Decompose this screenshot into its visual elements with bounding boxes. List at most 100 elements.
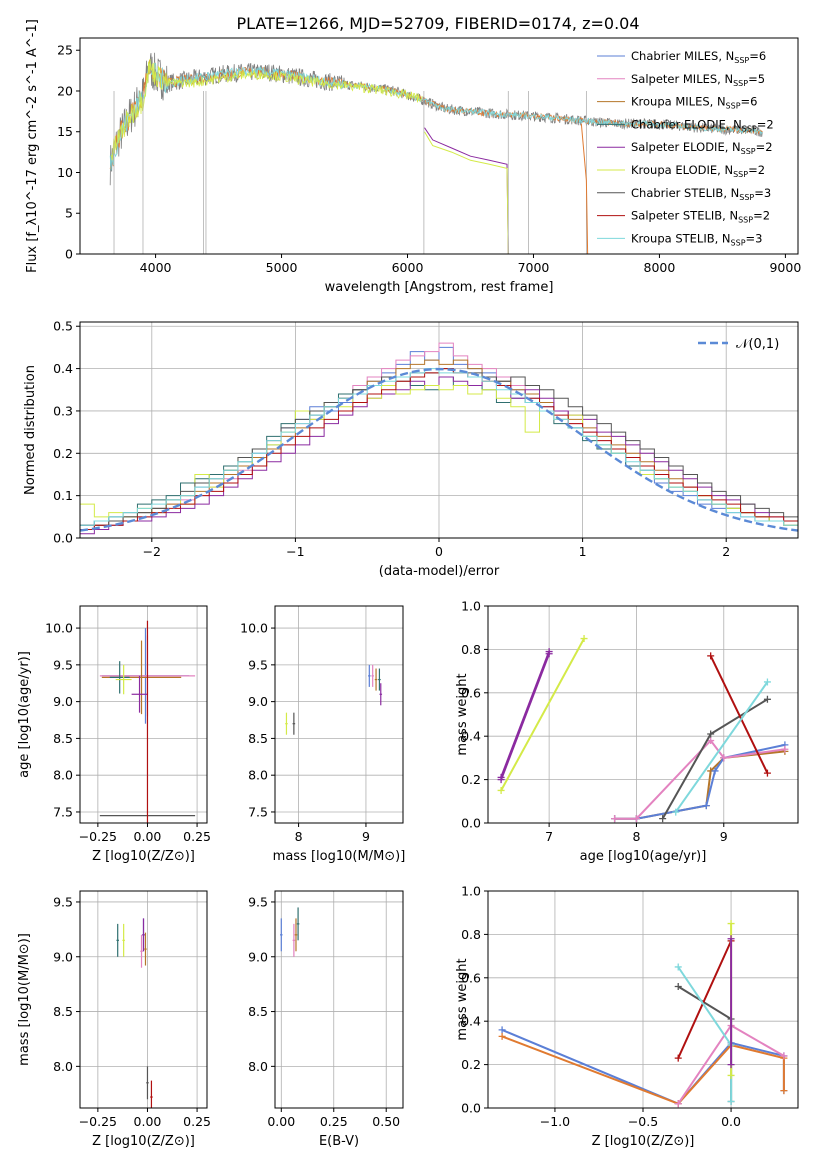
x-axis-label: mass [log10(M/M⊙)] bbox=[273, 849, 406, 864]
spectrum-line-elodie-red bbox=[424, 127, 509, 254]
x-tick-label: 9000 bbox=[769, 260, 801, 275]
x-axis-label: age [log10(age/yr)] bbox=[580, 849, 707, 864]
y-tick-label: 9.5 bbox=[248, 894, 268, 909]
x-tick-label: 4000 bbox=[140, 260, 172, 275]
y-tick-label: 0.8 bbox=[461, 927, 481, 942]
legend-entry: Kroupa STELIB, NSSP=3 bbox=[631, 231, 762, 247]
x-tick-label: −0.25 bbox=[79, 1114, 117, 1129]
x-tick-label: 1 bbox=[579, 544, 587, 559]
y-tick-label: 0.0 bbox=[53, 531, 73, 546]
x-tick-label: 0.25 bbox=[183, 829, 211, 844]
x-tick-label: 8 bbox=[632, 829, 640, 844]
y-tick-label: 0.4 bbox=[53, 361, 73, 376]
x-tick-label: −1 bbox=[286, 544, 304, 559]
data-point-marker bbox=[763, 769, 771, 777]
y-tick-label: 15 bbox=[57, 124, 73, 139]
panels: Chabrier MILES, NSSP=6 Salpeter MILES, NS… bbox=[17, 19, 801, 1149]
data-point-marker bbox=[659, 815, 667, 823]
legend-entry: Kroupa ELODIE, NSSP=2 bbox=[631, 163, 765, 179]
mass-weight-line bbox=[661, 698, 768, 820]
x-tick-label: 0.00 bbox=[134, 1114, 162, 1129]
data-point-marker bbox=[727, 1097, 735, 1105]
y-axis-label: Normed distribution bbox=[23, 365, 38, 495]
y-tick-label: 0.5 bbox=[53, 319, 73, 334]
x-tick-label: −1.0 bbox=[540, 1114, 570, 1129]
y-tick-label: 0.0 bbox=[461, 816, 481, 831]
y-axis-label: age [log10(age/yr)] bbox=[17, 651, 32, 778]
y-axis-label: mass weight bbox=[455, 958, 470, 1040]
y-tick-label: 9.0 bbox=[53, 949, 73, 964]
x-tick-label: 9 bbox=[720, 829, 728, 844]
y-tick-label: 20 bbox=[57, 83, 73, 98]
axes-frame bbox=[274, 605, 404, 824]
mass-weight-line bbox=[614, 750, 786, 820]
data-point-marker bbox=[498, 1026, 506, 1034]
x-tick-label: −0.5 bbox=[628, 1114, 658, 1129]
x-tick-label: 0.00 bbox=[267, 1114, 295, 1129]
y-tick-label: 8.0 bbox=[248, 1059, 268, 1074]
data-point-marker bbox=[727, 935, 735, 943]
legend-entry: Salpeter STELIB, NSSP=2 bbox=[631, 209, 770, 225]
data-point-marker bbox=[672, 808, 680, 816]
gaussian-curve bbox=[80, 367, 798, 532]
mass-weight-line bbox=[500, 653, 551, 780]
data-point-marker bbox=[763, 695, 771, 703]
legend-entry: Salpeter MILES, NSSP=5 bbox=[631, 72, 765, 88]
axes-frame bbox=[274, 890, 404, 1109]
plot-area bbox=[280, 907, 300, 957]
legend-entry: 𝒩(0,1) bbox=[736, 337, 779, 352]
data-point-marker bbox=[674, 1054, 682, 1062]
y-tick-label: 25 bbox=[57, 43, 73, 58]
data-point-marker bbox=[702, 802, 710, 810]
panel-spectrum: Chabrier MILES, NSSP=6 Salpeter MILES, NS… bbox=[25, 19, 801, 295]
data-point-marker bbox=[545, 650, 553, 658]
x-axis-label: Z [log10(Z/Z⊙)] bbox=[92, 1134, 195, 1149]
data-point-marker bbox=[707, 730, 715, 738]
data-point-marker bbox=[727, 920, 735, 928]
x-axis-label: (data-model)/error bbox=[379, 564, 500, 579]
y-tick-label: 1.0 bbox=[461, 884, 481, 899]
y-tick-label: 8.5 bbox=[248, 731, 268, 746]
x-tick-label: 0.25 bbox=[320, 1114, 348, 1129]
mass-weight-line bbox=[677, 985, 733, 1102]
y-tick-label: 0.8 bbox=[461, 642, 481, 657]
panel-residuals: 𝒩(0,1) −2 −1 0 1 2 0.0 0.1 0.2 0.3 0.4 0.5 (data-mod… bbox=[23, 319, 799, 579]
spectrum-line-elodie bbox=[111, 58, 423, 161]
panel-mass-vs-Z: −0.25 0.00 0.25 8.0 8.5 9.0 9.5 Z [log10(Z/Z⊙)]… bbox=[17, 890, 211, 1149]
y-tick-label: 9.5 bbox=[248, 657, 268, 672]
data-point-marker bbox=[780, 1087, 788, 1095]
x-tick-label: 0.50 bbox=[372, 1114, 400, 1129]
legend-entry: Chabrier STELIB, NSSP=3 bbox=[631, 186, 771, 202]
data-point-marker bbox=[707, 652, 715, 660]
spectrum-drop bbox=[580, 123, 589, 254]
spectrum-line bbox=[109, 60, 763, 171]
data-point-marker bbox=[780, 1052, 788, 1060]
data-point-marker bbox=[580, 635, 588, 643]
y-tick-label: 0.3 bbox=[53, 403, 73, 418]
spectrum-line-elodie-red bbox=[424, 131, 509, 254]
x-tick-label: 2 bbox=[722, 544, 730, 559]
legend-entry: Kroupa MILES, NSSP=6 bbox=[631, 95, 757, 111]
y-tick-label: 7.5 bbox=[248, 804, 268, 819]
y-axis-label: Flux [f_λ10^-17 erg cm^-2 s^-1 A^-1] bbox=[25, 19, 40, 273]
plot-area bbox=[99, 620, 196, 823]
y-tick-label: 0.4 bbox=[461, 729, 481, 744]
data-point-marker bbox=[727, 1061, 735, 1069]
y-tick-label: 8.0 bbox=[53, 768, 73, 783]
spectrum-line bbox=[109, 59, 763, 170]
mass-weight-line bbox=[677, 966, 733, 1102]
y-tick-label: 8.5 bbox=[53, 1004, 73, 1019]
data-point-marker bbox=[611, 815, 619, 823]
y-tick-label: 9.0 bbox=[53, 694, 73, 709]
y-tick-label: 0.2 bbox=[461, 1057, 481, 1072]
axes-frame bbox=[79, 605, 208, 824]
y-tick-label: 8.0 bbox=[53, 1059, 73, 1074]
y-tick-label: 0 bbox=[65, 247, 73, 262]
x-tick-label: 7000 bbox=[518, 260, 550, 275]
panel-age-vs-mass: 8 9 7.5 8.0 8.5 9.0 9.5 10.0 mass [log10(M/M⊙)] bbox=[240, 605, 406, 864]
mass-weight-line bbox=[709, 655, 769, 774]
data-point-marker bbox=[727, 1071, 735, 1079]
plot-area bbox=[116, 918, 153, 1108]
x-tick-label: 0.25 bbox=[183, 1114, 211, 1129]
